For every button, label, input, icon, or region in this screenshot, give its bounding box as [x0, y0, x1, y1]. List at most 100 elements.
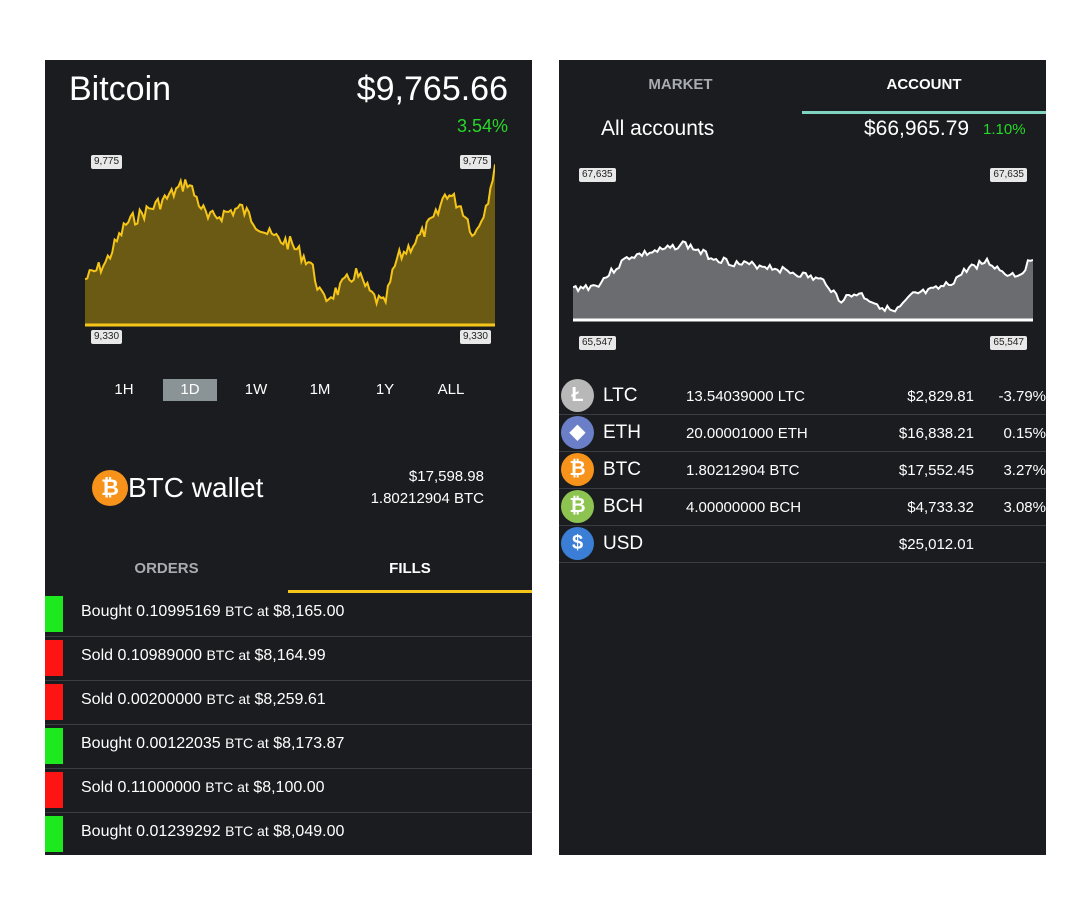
- fill-row[interactable]: Bought 0.01239292 BTC at $8,049.00: [45, 813, 532, 855]
- chart-line: [572, 240, 1034, 313]
- account-screen: MARKET ACCOUNT All accounts $66,965.79 1…: [559, 60, 1046, 855]
- accounts-change: 1.10%: [983, 121, 1026, 138]
- range-1h-button[interactable]: 1H: [114, 381, 134, 398]
- bitcoin-cash-icon: ₿: [561, 490, 594, 523]
- chart-low-label-left: 65,547: [579, 336, 616, 350]
- tab-market[interactable]: MARKET: [648, 76, 713, 93]
- tab-account[interactable]: ACCOUNT: [802, 60, 1046, 114]
- fill-price: $8,049.00: [273, 823, 345, 840]
- range-1w-button[interactable]: 1W: [244, 381, 268, 398]
- tab-orders[interactable]: ORDERS: [134, 560, 199, 577]
- fill-amount: 0.00122035: [136, 735, 221, 752]
- fill-description: Sold 0.11000000 BTC at $8,100.00: [81, 779, 325, 797]
- tab-fills[interactable]: FILLS: [288, 555, 532, 593]
- orders-fills-tabs: ORDERS FILLS: [45, 555, 532, 593]
- accounts-total: $66,965.79: [864, 117, 970, 140]
- account-chart-svg: [572, 240, 1034, 322]
- asset-change: 3.08%: [1003, 499, 1046, 516]
- asset-list: Ł LTC 13.54039000 LTC $2,829.81 -3.79% ◆ ETH 20…: [559, 378, 1046, 563]
- wallet-label: BTC wallet: [128, 472, 264, 503]
- asset-amount: 1.80212904 BTC: [686, 462, 800, 479]
- asset-row-usd[interactable]: $ USD $25,012.01: [559, 526, 1046, 563]
- bitcoin-screen: Bitcoin $9,765.66 3.54% 9,775 9,775 9,33…: [45, 60, 532, 855]
- chart-low-label-right: 65,547: [990, 336, 1027, 350]
- asset-row-ltc[interactable]: Ł LTC 13.54039000 LTC $2,829.81 -3.79%: [559, 378, 1046, 415]
- fill-unit: BTC at: [225, 603, 269, 619]
- chart-area: [85, 164, 495, 325]
- fill-amount: 0.10989000: [117, 647, 203, 664]
- sell-indicator: [45, 684, 63, 720]
- fill-description: Sold 0.00200000 BTC at $8,259.61: [81, 691, 326, 709]
- fill-amount: 0.01239292: [136, 823, 221, 840]
- asset-value: $4,733.32: [907, 499, 974, 516]
- fill-price: $8,164.99: [254, 647, 326, 664]
- fill-action: Sold: [81, 691, 114, 708]
- fill-amount: 0.10995169: [136, 603, 221, 620]
- asset-amount: 13.54039000 LTC: [686, 388, 805, 405]
- dollar-icon: $: [561, 527, 594, 560]
- chart-high-label-right: 67,635: [990, 168, 1027, 182]
- asset-value: $17,552.45: [898, 462, 974, 479]
- fill-action: Sold: [81, 647, 114, 664]
- buy-indicator: [45, 596, 63, 632]
- fill-price: $8,100.00: [253, 779, 325, 796]
- fill-action: Bought: [81, 735, 132, 752]
- sell-indicator: [45, 640, 63, 676]
- btc-wallet-card[interactable]: ₿ BTC wallet $17,598.98 1.80212904 BTC: [92, 468, 492, 508]
- fill-unit: BTC at: [206, 691, 251, 707]
- asset-amount: 20.00001000 ETH: [686, 425, 808, 442]
- btc-change: 3.54%: [456, 116, 508, 136]
- asset-row-eth[interactable]: ◆ ETH 20.00001000 ETH $16,838.21 0.15%: [559, 415, 1046, 452]
- chart-low-label-left: 9,330: [91, 330, 123, 344]
- range-all-button[interactable]: ALL: [437, 381, 465, 398]
- asset-symbol: USD: [603, 533, 644, 554]
- chart-low-label-right: 9,330: [459, 330, 491, 344]
- asset-symbol: BTC: [603, 459, 641, 480]
- market-account-tabs: MARKET ACCOUNT: [559, 60, 1046, 114]
- fill-row[interactable]: Sold 0.10989000 BTC at $8,164.99: [45, 637, 532, 681]
- asset-change: 0.15%: [1003, 425, 1046, 442]
- chart-line: [84, 164, 496, 308]
- wallet-usd-balance: $17,598.98: [408, 468, 484, 485]
- fill-unit: BTC at: [206, 647, 251, 663]
- fill-unit: BTC at: [225, 823, 269, 839]
- sell-indicator: [45, 772, 63, 808]
- wallet-btc-balance: 1.80212904 BTC: [370, 490, 484, 507]
- fill-row[interactable]: Bought 0.00122035 BTC at $8,173.87: [45, 725, 532, 769]
- asset-change: -3.79%: [998, 388, 1046, 405]
- btc-price-chart[interactable]: 9,775 9,775 9,330 9,330: [84, 150, 496, 360]
- asset-value: $2,829.81: [907, 388, 974, 405]
- litecoin-icon: Ł: [561, 379, 594, 412]
- time-range-selector: 1H 1D 1W 1M 1Y ALL: [90, 379, 490, 403]
- chart-high-label-right: 9,775: [459, 155, 491, 169]
- asset-symbol: ETH: [603, 422, 641, 443]
- fill-description: Bought 0.01239292 BTC at $8,049.00: [81, 823, 344, 841]
- range-1d-button[interactable]: 1D: [163, 379, 217, 401]
- fill-amount: 0.11000000: [117, 779, 201, 796]
- chart-high-label-left: 9,775: [91, 155, 123, 169]
- fill-row[interactable]: Sold 0.11000000 BTC at $8,100.00: [45, 769, 532, 813]
- asset-amount: 4.00000000 BCH: [686, 499, 802, 516]
- chart-area: [573, 241, 1033, 320]
- fill-price: $8,173.87: [273, 735, 345, 752]
- btc-chart-svg: [84, 164, 496, 327]
- fill-action: Bought: [81, 603, 132, 620]
- fills-list: Bought 0.10995169 BTC at $8,165.00 Sold 0…: [45, 593, 532, 855]
- asset-row-bch[interactable]: ₿ BCH 4.00000000 BCH $4,733.32 3.08%: [559, 489, 1046, 526]
- fill-description: Bought 0.10995169 BTC at $8,165.00: [81, 603, 344, 621]
- fill-action: Sold: [81, 779, 114, 796]
- asset-symbol: BCH: [603, 496, 644, 517]
- range-1y-button[interactable]: 1Y: [375, 381, 395, 398]
- range-1m-button[interactable]: 1M: [309, 381, 331, 398]
- asset-row-btc[interactable]: ₿ BTC 1.80212904 BTC $17,552.45 3.27%: [559, 452, 1046, 489]
- fill-row[interactable]: Sold 0.00200000 BTC at $8,259.61: [45, 681, 532, 725]
- fill-price: $8,259.61: [254, 691, 326, 708]
- bitcoin-icon: ₿: [561, 453, 594, 486]
- asset-value: $16,838.21: [898, 425, 974, 442]
- ethereum-icon: ◆: [561, 416, 594, 449]
- account-balance-chart[interactable]: 67,635 67,635 65,547 65,547: [572, 160, 1034, 360]
- fill-row[interactable]: Bought 0.10995169 BTC at $8,165.00: [45, 593, 532, 637]
- bitcoin-icon: ₿: [92, 470, 128, 506]
- buy-indicator: [45, 728, 63, 764]
- fill-description: Bought 0.00122035 BTC at $8,173.87: [81, 735, 344, 753]
